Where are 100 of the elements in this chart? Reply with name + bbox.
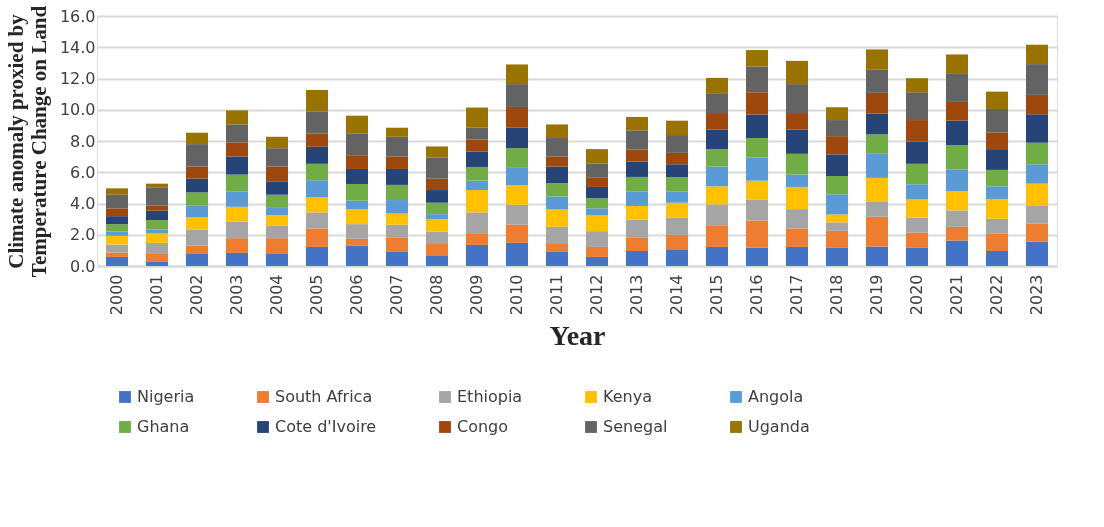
bar [706,166,728,187]
bar [786,228,808,247]
x-tick-label: 2000 [107,274,126,316]
bar [986,91,1008,109]
bar [786,174,808,187]
legend-label: Congo [457,417,509,436]
y-tick-label: 0.0 [70,256,96,276]
bar [226,142,248,157]
bar [386,127,408,137]
bar [666,202,688,218]
bar [186,229,208,246]
bar [306,180,328,198]
y-tick-label: 16.0 [59,6,96,26]
bar [386,224,408,238]
bar [866,134,888,154]
bar [586,231,608,247]
bar [666,177,688,192]
bar [466,151,488,167]
bar [426,157,448,179]
bar [866,216,888,247]
bar [866,69,888,93]
bar [946,145,968,170]
bar [1026,241,1048,266]
bar [266,136,288,149]
bar [306,133,328,147]
bar [186,217,208,230]
bar [186,166,208,179]
bar [506,224,528,243]
bar [506,242,528,266]
bar [226,110,248,125]
bar [146,253,168,262]
bar [746,220,768,248]
bar [306,228,328,247]
bar [426,202,448,215]
bar [186,144,208,167]
x-tick-label: 2022 [987,274,1006,316]
y-tick-label: 2.0 [70,225,96,245]
bar [466,212,488,234]
bar [866,113,888,135]
bar [306,246,328,266]
bar [146,205,168,211]
bar [506,167,528,186]
x-tick-label: 2003 [227,274,246,316]
y-tick-label: 14.0 [59,37,96,57]
bar [986,169,1008,187]
bar [946,101,968,121]
bar [346,200,368,210]
bar [266,225,288,239]
bar [786,186,808,210]
bar [946,191,968,211]
bar [346,168,368,184]
legend-label: Kenya [603,387,652,406]
bar [546,124,568,139]
bar [986,186,1008,199]
y-tick-label: 12.0 [59,69,96,88]
bar [506,204,528,225]
bar [386,200,408,214]
bar [706,129,728,150]
bar [666,120,688,136]
bar [1026,64,1048,95]
bar [746,114,768,139]
x-tick-label: 2009 [467,274,486,316]
bar [946,240,968,266]
bar [706,113,728,130]
y-tick-label: 10.0 [59,100,96,120]
bar [1026,94,1048,115]
bar [946,169,968,191]
bar [106,252,128,257]
bar [626,161,648,177]
bar [826,230,848,248]
bar [906,184,928,200]
bar [426,178,448,191]
bar [186,132,208,145]
bar [666,152,688,165]
bar [586,208,608,216]
bar [586,215,608,232]
legend-label: Angola [748,387,804,406]
bar [426,146,448,158]
bar [346,155,368,169]
x-tick-label: 2001 [147,274,166,316]
bar [346,133,368,156]
bar [1026,142,1048,165]
bar [106,194,128,209]
bar [346,183,368,201]
bar [826,194,848,215]
bar [106,224,128,232]
bar [266,238,288,254]
bar [626,116,648,131]
legend-label: Uganda [748,417,810,436]
x-tick-label: 2002 [187,274,206,316]
x-tick-label: 2023 [1027,274,1046,316]
bar [186,192,208,206]
bar [746,157,768,181]
bar [666,164,688,178]
x-tick-label: 2005 [307,274,326,316]
bar [706,77,728,94]
bar [346,224,368,239]
bar [146,220,168,230]
bar [746,199,768,221]
bar [106,244,128,253]
